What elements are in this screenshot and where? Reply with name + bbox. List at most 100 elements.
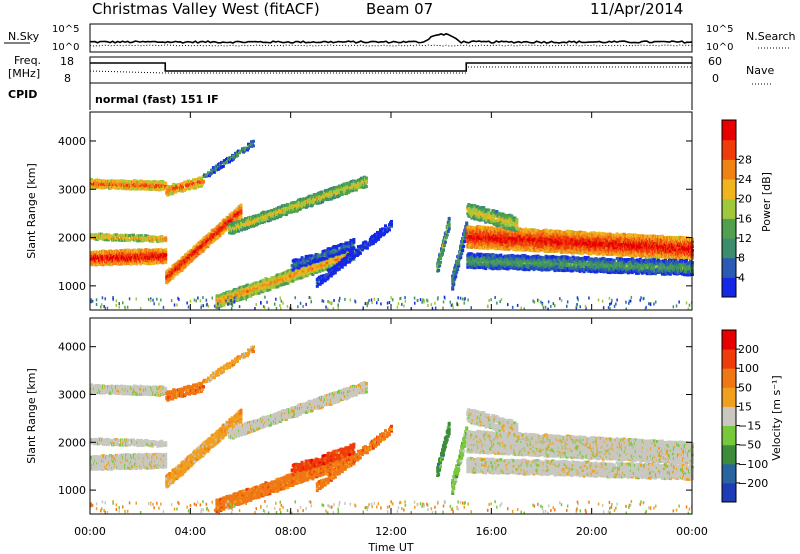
power-cell xyxy=(252,139,255,143)
power-cell xyxy=(149,235,153,239)
power-cell xyxy=(445,233,449,237)
power-cell xyxy=(126,236,130,240)
power-cell xyxy=(364,185,368,188)
power-cell xyxy=(439,257,442,260)
power-cell xyxy=(364,176,368,180)
power-cell xyxy=(390,219,393,223)
power-cell xyxy=(388,228,391,232)
power-cell xyxy=(463,240,467,244)
power-cell xyxy=(168,267,172,271)
nsky-bottom-tick: 10^0 xyxy=(52,42,79,53)
power-cell xyxy=(201,179,205,183)
power-cell xyxy=(239,203,243,207)
power-cell xyxy=(151,239,155,243)
power-cell xyxy=(437,268,441,272)
power-cell xyxy=(117,183,121,187)
date-title: 11/Apr/2014 xyxy=(590,0,683,18)
power-cell xyxy=(95,186,98,190)
power-cell xyxy=(102,238,105,242)
power-cell xyxy=(147,235,151,239)
power-cell xyxy=(164,238,168,242)
power-cell xyxy=(171,276,175,280)
power-cell xyxy=(441,248,445,252)
power-cell xyxy=(461,249,465,252)
freq-line xyxy=(90,62,692,72)
power-cell xyxy=(136,258,140,262)
power-cell xyxy=(164,182,168,185)
power-cell xyxy=(160,259,164,263)
nsearch-label: N.Search xyxy=(746,30,796,43)
power-cell xyxy=(384,224,387,228)
power-cell xyxy=(239,211,243,215)
power-cell xyxy=(247,146,250,150)
power-cell xyxy=(164,258,168,262)
nave-line xyxy=(89,66,692,74)
power-cell xyxy=(164,253,168,257)
power-cell xyxy=(177,262,181,266)
power-cell xyxy=(136,183,140,187)
power-cell xyxy=(114,184,118,188)
power-cell xyxy=(358,251,362,255)
power-cell xyxy=(161,236,165,240)
power-cell xyxy=(143,235,147,239)
nsky-label: N.Sky xyxy=(8,30,40,43)
nsearch-bottom-tick: 10^0 xyxy=(706,42,733,53)
power-cell xyxy=(462,244,466,248)
power-cell xyxy=(456,268,460,272)
freq-label-2: [MHz] xyxy=(8,67,40,80)
power-cell xyxy=(333,271,337,275)
power-cell xyxy=(122,234,126,238)
nave-tick-bottom: 0 xyxy=(712,72,719,85)
power-cell xyxy=(239,215,243,219)
power-cell xyxy=(138,238,142,242)
power-cell xyxy=(127,248,131,252)
power-cell xyxy=(447,227,451,231)
power-cell xyxy=(126,252,130,256)
power-cell xyxy=(347,260,351,264)
power-cell xyxy=(459,254,463,258)
power-cell xyxy=(164,261,168,264)
power-cell xyxy=(126,256,130,260)
power-cell xyxy=(94,235,97,239)
beam-title: Beam 07 xyxy=(366,0,433,18)
power-cell xyxy=(164,250,168,254)
power-cell xyxy=(110,263,114,267)
power-cell xyxy=(137,248,141,252)
power-cell xyxy=(239,206,243,210)
power-cell xyxy=(146,237,150,241)
power-cell xyxy=(164,256,168,260)
power-cell xyxy=(465,221,469,225)
power-cell xyxy=(164,248,168,252)
power-cell xyxy=(158,239,162,243)
power-cell xyxy=(115,233,119,237)
power-cell xyxy=(128,238,132,242)
freq-tick-top: 18 xyxy=(60,55,74,68)
power-cell xyxy=(454,273,458,277)
power-cell xyxy=(350,250,354,254)
nsky-top-tick: 10^5 xyxy=(52,24,79,35)
power-cell xyxy=(457,262,461,266)
power-cell xyxy=(146,262,150,266)
power-cell xyxy=(455,270,459,274)
nave-tick-top: 60 xyxy=(708,55,722,68)
power-cell xyxy=(149,262,153,266)
freq-label-1: Freq. xyxy=(14,54,41,67)
power-cell xyxy=(447,216,451,220)
power-cell xyxy=(365,246,369,250)
power-cell xyxy=(139,262,143,266)
power-cell xyxy=(447,222,451,226)
power-cell xyxy=(144,234,148,238)
power-cell xyxy=(104,238,107,242)
power-heatmap xyxy=(90,139,694,311)
cpid-text: normal (fast) 151 IF xyxy=(95,93,219,106)
power-cell xyxy=(159,180,163,183)
power-cell xyxy=(151,251,155,255)
power-cell xyxy=(108,234,112,238)
power-cell xyxy=(151,237,155,241)
power-cell xyxy=(113,233,117,237)
power-cell xyxy=(90,177,93,181)
power-cell xyxy=(443,240,447,244)
nsearch-line xyxy=(89,44,693,47)
